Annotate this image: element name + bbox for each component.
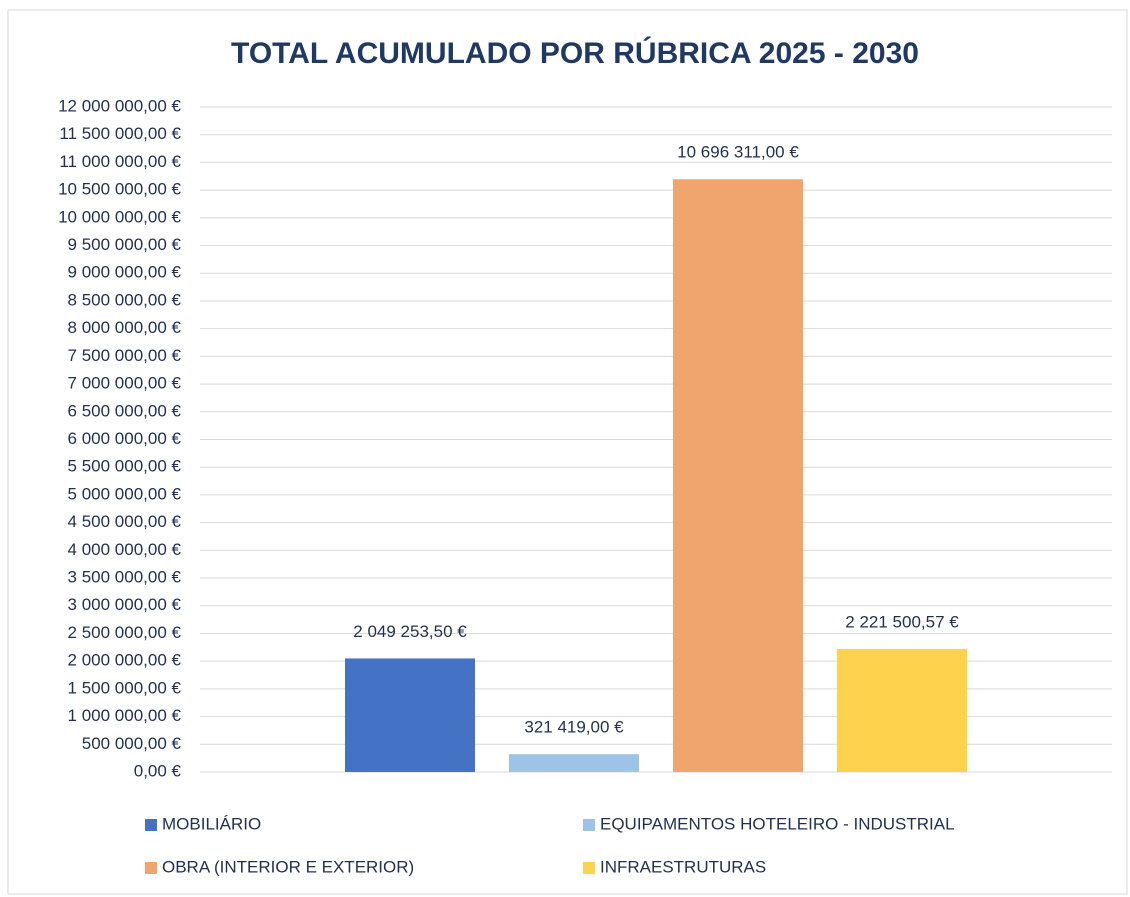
- legend-swatch: [583, 862, 595, 874]
- y-tick-label: 5 500 000,00 €: [68, 457, 182, 476]
- y-tick-label: 6 500 000,00 €: [68, 401, 182, 420]
- chart-title: TOTAL ACUMULADO POR RÚBRICA 2025 - 2030: [231, 36, 919, 70]
- y-tick-label: 9 500 000,00 €: [68, 235, 182, 254]
- legend-label: OBRA (INTERIOR E EXTERIOR): [162, 857, 414, 876]
- y-tick-label: 8 000 000,00 €: [68, 318, 182, 337]
- y-tick-label: 7 000 000,00 €: [68, 374, 182, 393]
- bar: [673, 179, 803, 772]
- y-tick-label: 12 000 000,00 €: [58, 96, 181, 115]
- y-tick-label: 9 000 000,00 €: [68, 263, 182, 282]
- y-tick-label: 11 000 000,00 €: [59, 152, 181, 171]
- legend-label: INFRAESTRUTURAS: [600, 857, 766, 876]
- y-tick-label: 2 500 000,00 €: [68, 623, 182, 642]
- y-tick-label: 10 000 000,00 €: [58, 207, 181, 226]
- y-tick-label: 3 500 000,00 €: [68, 568, 182, 587]
- data-label: 2 221 500,57 €: [845, 612, 959, 631]
- legend-swatch: [145, 862, 157, 874]
- y-tick-label: 4 500 000,00 €: [68, 512, 182, 531]
- y-tick-label: 500 000,00 €: [82, 734, 182, 753]
- bar: [509, 754, 639, 772]
- y-tick-label: 7 500 000,00 €: [68, 346, 182, 365]
- legend-swatch: [145, 819, 157, 831]
- data-label: 2 049 253,50 €: [353, 622, 467, 641]
- y-tick-label: 0,00 €: [134, 761, 182, 780]
- y-tick-label: 4 000 000,00 €: [68, 540, 182, 559]
- bar: [345, 658, 475, 772]
- y-tick-label: 2 000 000,00 €: [68, 651, 182, 670]
- legend-label: EQUIPAMENTOS HOTELEIRO - INDUSTRIAL: [600, 814, 955, 833]
- y-tick-label: 3 000 000,00 €: [68, 595, 182, 614]
- y-tick-label: 10 500 000,00 €: [58, 180, 181, 199]
- legend-swatch: [583, 819, 595, 831]
- bar: [837, 648, 967, 772]
- y-tick-label: 1 000 000,00 €: [68, 706, 182, 725]
- y-tick-label: 8 500 000,00 €: [68, 290, 182, 309]
- y-tick-label: 1 500 000,00 €: [68, 678, 182, 697]
- y-tick-label: 11 500 000,00 €: [59, 124, 181, 143]
- y-tick-label: 6 000 000,00 €: [68, 429, 182, 448]
- data-label: 321 419,00 €: [524, 718, 624, 737]
- legend-label: MOBILIÁRIO: [162, 814, 261, 833]
- data-label: 10 696 311,00 €: [677, 143, 799, 162]
- y-tick-label: 5 000 000,00 €: [68, 484, 182, 503]
